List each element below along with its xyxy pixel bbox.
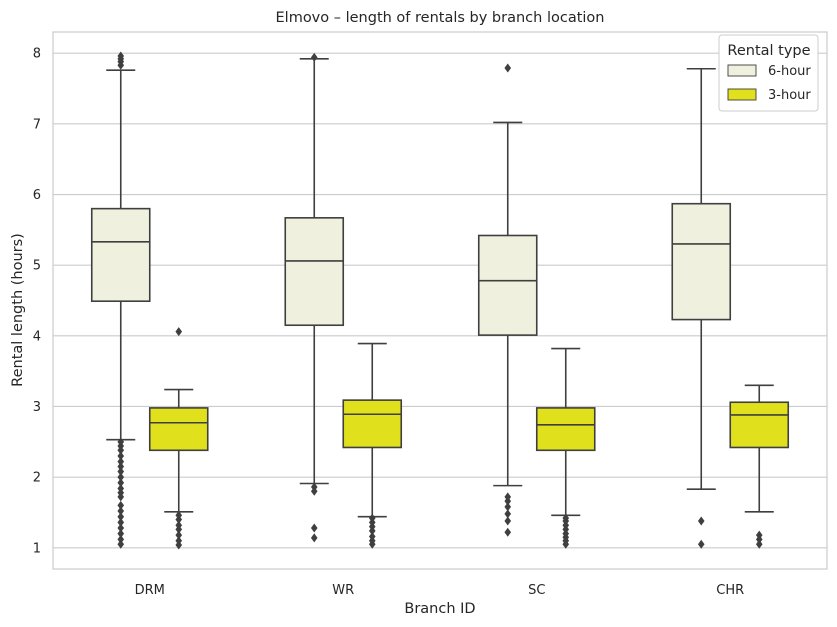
outlier-point xyxy=(117,466,125,476)
plot-frame xyxy=(52,31,828,570)
outlier-point xyxy=(175,530,183,540)
outlier-point xyxy=(697,539,705,549)
outlier-point xyxy=(175,510,183,520)
x-axis-label: Branch ID xyxy=(404,601,475,617)
box-iqr xyxy=(148,407,209,452)
outlier-point xyxy=(175,536,183,546)
outlier-point xyxy=(117,500,125,510)
box-chr-3-hour xyxy=(729,384,790,549)
grid-lines xyxy=(53,52,827,549)
outlier-point xyxy=(117,451,125,461)
outlier-point xyxy=(755,530,763,540)
outlier-point xyxy=(310,533,318,543)
outlier-point xyxy=(504,502,512,512)
y-tick-label-1: 1 xyxy=(33,541,41,556)
box-iqr xyxy=(535,407,596,452)
legend: Rental type 6-hour 3-hour xyxy=(718,34,819,112)
outlier-point xyxy=(117,483,125,493)
outlier-point xyxy=(117,457,125,467)
box-sc-6-hour xyxy=(477,63,538,537)
y-tick-label-8: 8 xyxy=(33,47,41,62)
outlier-point xyxy=(504,509,512,519)
x-tick-label-wr: WR xyxy=(332,583,354,598)
outlier-point xyxy=(117,472,125,482)
outlier-point xyxy=(175,327,183,337)
y-tick-label-3: 3 xyxy=(33,400,41,415)
outlier-point xyxy=(310,52,318,62)
y-axis-label: Rental length (hours) xyxy=(10,233,26,387)
outlier-point xyxy=(117,478,125,488)
box-iqr xyxy=(729,401,790,449)
outlier-point xyxy=(117,534,125,544)
legend-entry-6-hour: 6-hour xyxy=(768,64,811,79)
outlier-point xyxy=(117,462,125,472)
outlier-point xyxy=(117,539,125,549)
outlier-point xyxy=(117,506,125,516)
outlier-point xyxy=(175,520,183,530)
outlier-point xyxy=(117,517,125,527)
box-iqr xyxy=(90,207,151,303)
outlier-point xyxy=(368,513,376,523)
box-iqr xyxy=(284,217,345,327)
x-tick-label-sc: SC xyxy=(528,583,545,598)
legend-swatch-6-hour xyxy=(727,64,757,77)
y-tick-label-7: 7 xyxy=(33,117,41,132)
y-tick-labels: 1 2 3 4 5 6 7 8 xyxy=(33,47,41,557)
outlier-point xyxy=(310,523,318,533)
legend-swatch-3-hour xyxy=(727,88,757,101)
outlier-point xyxy=(117,512,125,522)
box-layer xyxy=(90,51,790,550)
x-tick-label-chr: CHR xyxy=(716,583,744,598)
outlier-point xyxy=(117,523,125,533)
box-drm-3-hour xyxy=(148,327,209,550)
outlier-point xyxy=(504,492,512,502)
y-tick-label-5: 5 xyxy=(33,259,41,274)
box-iqr xyxy=(342,399,403,449)
box-wr-3-hour xyxy=(342,342,403,549)
box-chr-6-hour xyxy=(671,67,732,549)
outlier-point xyxy=(504,527,512,537)
outlier-point xyxy=(368,531,376,541)
outlier-point xyxy=(117,51,125,61)
outlier-point xyxy=(562,513,570,523)
outlier-point xyxy=(755,539,763,549)
box-wr-6-hour xyxy=(284,52,345,543)
x-tick-label-drm: DRM xyxy=(135,583,165,598)
legend-entry-3-hour: 3-hour xyxy=(768,88,811,103)
box-sc-3-hour xyxy=(535,347,596,549)
outlier-point xyxy=(504,516,512,526)
outlier-point xyxy=(310,482,318,492)
x-tick-labels: DRM WR SC CHR xyxy=(135,583,745,598)
chart-title: Elmovo – length of rentals by branch loc… xyxy=(276,10,605,26)
box-iqr xyxy=(671,202,732,321)
y-tick-label-4: 4 xyxy=(33,329,41,344)
outlier-point xyxy=(117,437,125,447)
box-drm-6-hour xyxy=(90,51,151,549)
y-tick-label-2: 2 xyxy=(33,471,41,486)
y-tick-label-6: 6 xyxy=(33,188,41,203)
box-iqr xyxy=(477,234,538,336)
outlier-point xyxy=(504,63,512,73)
outlier-point xyxy=(697,516,705,526)
legend-title: Rental type xyxy=(727,43,810,59)
outlier-point xyxy=(117,529,125,539)
